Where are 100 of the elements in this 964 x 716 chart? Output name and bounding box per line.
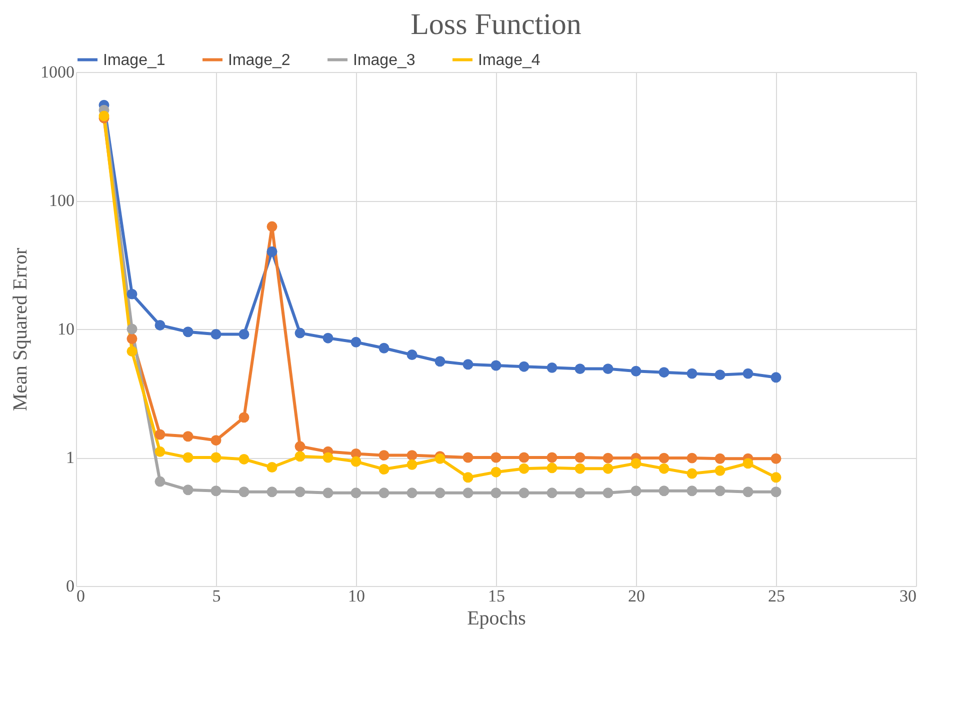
point: [322, 332, 334, 344]
y-tick-label: 1: [66, 448, 74, 467]
point: [518, 361, 530, 372]
point: [546, 452, 558, 463]
point: [490, 466, 502, 478]
point: [546, 362, 558, 373]
point: [686, 452, 698, 464]
point: [154, 429, 166, 440]
point: [210, 329, 222, 340]
point: [126, 288, 138, 300]
point: [658, 367, 670, 378]
point: [406, 350, 418, 360]
x-tick-label: 30: [900, 586, 916, 606]
point: [434, 356, 446, 367]
point: [714, 486, 726, 496]
point: [546, 488, 558, 498]
point: [266, 462, 278, 472]
x-tick-label: 5: [212, 586, 221, 606]
point: [182, 326, 194, 338]
point: [518, 463, 530, 474]
point: [602, 488, 614, 498]
point: [350, 488, 362, 498]
point: [770, 486, 782, 498]
x-tick-label: 25: [768, 586, 785, 606]
point: [406, 488, 418, 498]
x-tick-label: 20: [628, 586, 645, 606]
point: [602, 364, 614, 374]
y-axis-title: Mean Squared Error: [10, 248, 32, 412]
point: [686, 486, 698, 496]
y-tick-label: 1000: [40, 62, 74, 82]
point: [238, 329, 250, 340]
point: [210, 486, 222, 496]
point: [518, 452, 530, 463]
x-tick-label: 10: [348, 586, 365, 606]
y-tick-label: 100: [49, 191, 74, 210]
point: [406, 459, 418, 470]
point: [238, 486, 250, 498]
point: [238, 412, 250, 423]
point: [742, 486, 754, 498]
point: [126, 324, 138, 334]
point: [630, 366, 642, 376]
legend-label: Image_1: [103, 52, 166, 69]
point: [294, 328, 306, 338]
point: [574, 452, 586, 463]
point: [182, 484, 194, 496]
point: [602, 463, 614, 474]
point: [294, 486, 306, 498]
point: [154, 320, 166, 330]
point: [462, 452, 474, 463]
point: [294, 441, 306, 452]
point: [686, 468, 698, 479]
legend-label: Image_2: [228, 52, 290, 69]
point: [126, 333, 138, 344]
point: [574, 364, 586, 374]
point: [770, 453, 782, 464]
point: [630, 486, 642, 496]
point: [266, 221, 278, 232]
point: [714, 453, 726, 464]
point: [490, 452, 502, 463]
y-tick-label: 10: [58, 320, 74, 338]
point: [210, 452, 222, 463]
point: [490, 360, 502, 371]
point: [406, 450, 418, 461]
point: [182, 431, 194, 442]
legend-label: Image_3: [353, 52, 416, 69]
point: [658, 452, 670, 464]
point: [574, 463, 586, 474]
point: [658, 486, 670, 496]
point: [770, 472, 782, 483]
point: [574, 488, 586, 498]
point: [434, 488, 446, 498]
point: [182, 452, 194, 463]
point: [350, 456, 362, 467]
point: [770, 372, 782, 383]
point: [154, 476, 166, 487]
point: [266, 486, 278, 498]
point: [714, 370, 726, 380]
point: [294, 451, 306, 462]
x-axis-title: Epochs: [467, 608, 526, 630]
point: [714, 465, 726, 476]
point: [126, 346, 138, 357]
point: [378, 488, 390, 498]
point: [462, 472, 474, 483]
point: [658, 463, 670, 474]
point: [322, 488, 334, 498]
point: [378, 342, 390, 354]
point: [378, 464, 390, 474]
point: [602, 452, 614, 464]
point: [238, 454, 250, 464]
point: [546, 462, 558, 474]
point: [742, 458, 754, 469]
point: [210, 435, 222, 446]
point: [154, 446, 166, 457]
point: [378, 450, 390, 461]
point: [322, 452, 334, 463]
point: [686, 368, 698, 379]
point: [630, 458, 642, 469]
point: [462, 488, 474, 498]
chart-title: Loss Function: [410, 8, 582, 41]
point: [350, 336, 362, 348]
